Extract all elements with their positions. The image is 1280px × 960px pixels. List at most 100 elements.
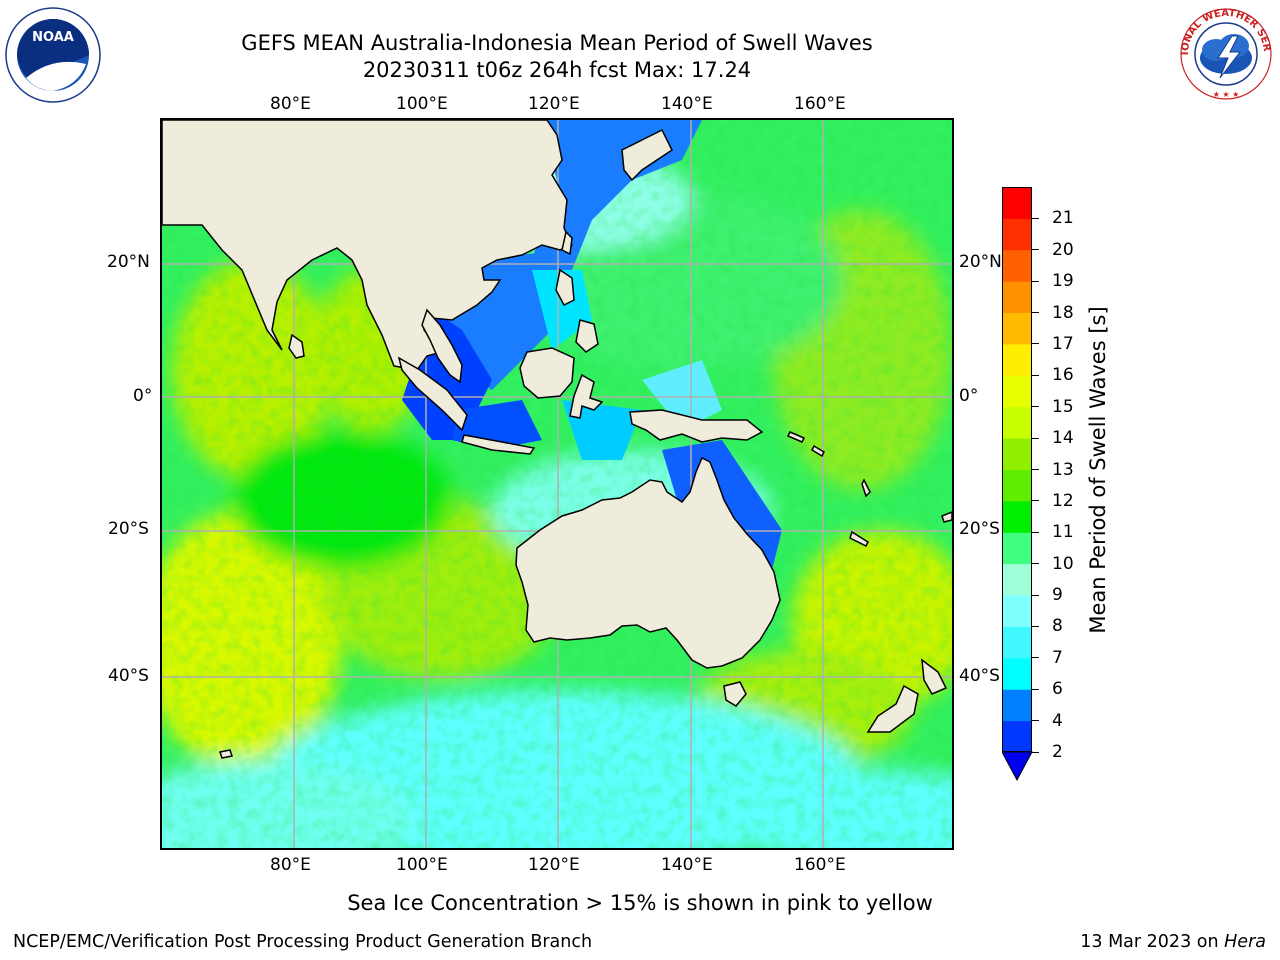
colorbar-tick-mark [1032, 406, 1039, 408]
run-host: Hera [1224, 932, 1266, 952]
colorbar-tick-label: 14 [1052, 428, 1074, 449]
lat-tick-left-0: 0° [133, 386, 153, 406]
lon-tick-top-100: 100°E [396, 94, 448, 114]
colorbar-tick-label: 17 [1052, 333, 1074, 354]
swell-period-map [160, 118, 954, 850]
colorbar-extend-arrow [1001, 751, 1033, 782]
colorbar-segment [1002, 343, 1032, 376]
colorbar-tick-mark [1032, 437, 1039, 439]
philippines-mindanao [575, 319, 599, 353]
colorbar-segment [1002, 626, 1032, 659]
colorbar-tick-label: 4 [1052, 710, 1063, 731]
sri-lanka [288, 333, 305, 359]
colorbar-tick-mark [1032, 594, 1039, 596]
colorbar-tick-mark [1032, 469, 1039, 470]
sea-ice-note: Sea Ice Concentration > 15% is shown in … [347, 891, 933, 915]
colorbar-tick-mark [1032, 657, 1039, 659]
colorbar-tick-mark [1032, 751, 1039, 753]
lon-tick-bottom-100: 100°E [396, 855, 448, 875]
producer-credit: NCEP/EMC/Verification Post Processing Pr… [13, 932, 593, 952]
lat-tick-left-40s: 40°S [108, 666, 149, 686]
run-date: 13 Mar 2023 on [1080, 932, 1219, 952]
colorbar-segment [1002, 532, 1032, 565]
page-title: GEFS MEAN Australia-Indonesia Mean Perio… [241, 31, 873, 55]
colorbar-tick-label: 15 [1052, 396, 1074, 417]
colorbar-tick-label: 13 [1052, 459, 1074, 480]
colorbar-tick-label: 20 [1052, 239, 1074, 260]
colorbar-tick-mark [1032, 688, 1039, 690]
japan [621, 128, 673, 182]
lon-tick-top-160: 160°E [794, 94, 846, 114]
colorbar-segment [1002, 249, 1032, 282]
sumatra [397, 356, 468, 432]
colorbar-segment [1002, 563, 1032, 596]
colorbar-tick-label: 6 [1052, 679, 1063, 700]
page-subtitle: 20230311 t06z 264h fcst Max: 17.24 [362, 58, 752, 82]
colorbar-tick-label: 2 [1052, 742, 1063, 762]
lat-tick-left-20n: 20°N [107, 252, 150, 272]
nws-logo: NATIONAL WEATHER SERVICE ★ ★ ★ [1172, 0, 1276, 106]
colorbar-segment [1002, 469, 1032, 502]
colorbar-tick-label: 8 [1052, 616, 1063, 637]
colorbar-tick-label: 11 [1052, 522, 1074, 543]
svg-text:★ ★ ★: ★ ★ ★ [1213, 90, 1240, 99]
vanuatu [861, 478, 871, 498]
noaa-logo: NOAA [4, 6, 102, 108]
colorbar-segment [1002, 312, 1032, 345]
colorbar-tick-mark [1032, 280, 1039, 282]
lat-tick-right-40s: 40°S [959, 666, 1000, 686]
colorbar-tick-mark [1032, 720, 1039, 722]
lat-tick-right-20n: 20°N [959, 252, 1002, 272]
colorbar-label-text: Mean Period of Swell Waves [s] [1086, 306, 1110, 634]
colorbar-segment [1002, 720, 1032, 753]
colorbar-tick-mark [1032, 343, 1039, 345]
colorbar-segment [1002, 187, 1032, 219]
colorbar-tick-label: 12 [1052, 490, 1074, 511]
kerguelen [219, 749, 233, 759]
colorbar-tick-label: 18 [1052, 302, 1074, 323]
lon-tick-bottom-120: 120°E [528, 855, 580, 875]
colorbar-tick-mark [1032, 217, 1039, 219]
colorbar-tick-mark [1032, 249, 1039, 251]
colorbar-tick-mark [1032, 531, 1039, 533]
new-caledonia [849, 530, 869, 548]
colorbar-tick-mark [1032, 625, 1039, 627]
new-guinea [629, 409, 764, 443]
land [162, 120, 952, 759]
colorbar-segment [1002, 657, 1032, 690]
colorbar-segment [1002, 689, 1032, 722]
lon-tick-top-120: 120°E [528, 94, 580, 114]
solomon-2 [811, 444, 825, 458]
colorbar-tick-label: 19 [1052, 271, 1074, 292]
philippines-luzon [555, 268, 575, 306]
lat-tick-right-0: 0° [959, 386, 979, 406]
colorbar-segment [1002, 595, 1032, 627]
colorbar-segment [1002, 406, 1032, 439]
colorbar-tick-mark [1032, 374, 1039, 376]
colorbar-tick-mark [1032, 563, 1039, 565]
colorbar-tick-mark [1032, 312, 1039, 314]
tasmania [723, 681, 747, 707]
new-zealand-north [921, 658, 948, 695]
colorbar-tick-label: 21 [1052, 208, 1074, 229]
colorbar-svg [1001, 187, 1033, 782]
colorbar-segment [1002, 218, 1032, 251]
map-svg [162, 120, 952, 848]
lat-tick-left-20s: 20°S [108, 519, 149, 539]
run-date-credit: 13 Mar 2023 on Hera [1080, 932, 1266, 952]
borneo [519, 347, 575, 399]
colorbar-tick-mark [1032, 500, 1039, 502]
colorbar-tick-label: 9 [1052, 585, 1063, 606]
lat-tick-right-20s: 20°S [959, 519, 1000, 539]
java [461, 434, 536, 455]
colorbar-tick-label: 16 [1052, 365, 1074, 386]
colorbar-tick-label: 10 [1052, 553, 1074, 574]
colorbar-segment [1002, 500, 1032, 533]
solomon-1 [786, 431, 806, 443]
lon-tick-bottom-160: 160°E [794, 855, 846, 875]
lon-tick-bottom-80: 80°E [270, 855, 311, 875]
colorbar-segment [1002, 375, 1032, 408]
colorbar-outline [1002, 187, 1032, 752]
new-zealand-south [866, 684, 919, 733]
colorbar [1001, 187, 1034, 782]
